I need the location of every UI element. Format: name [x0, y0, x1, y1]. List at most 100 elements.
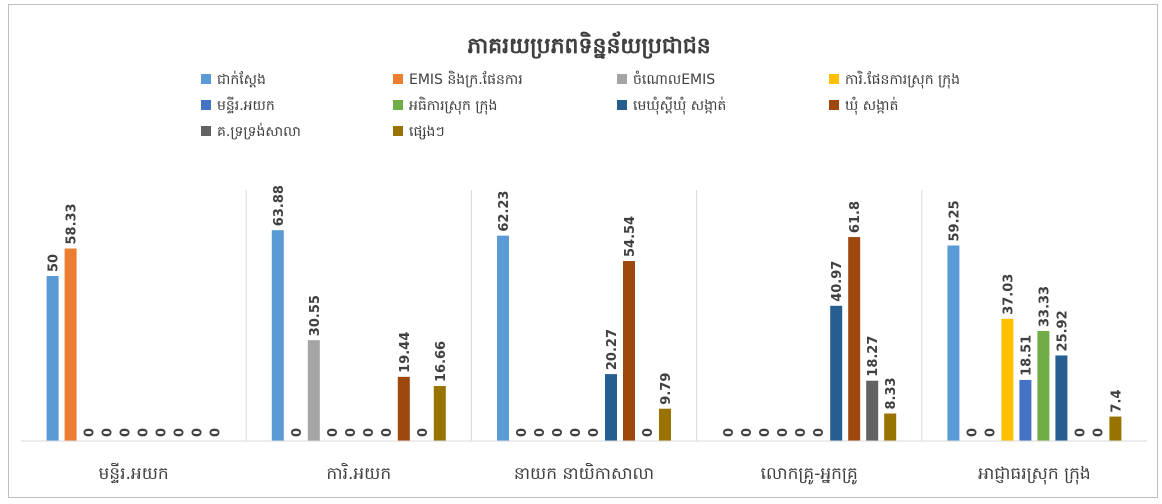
legend-label: មេឃុំស្តីឃុំ សង្កាត់ [633, 96, 726, 115]
data-label: 0 [740, 428, 755, 437]
bar [1109, 416, 1122, 441]
legend-swatch [617, 74, 627, 84]
data-label: 7.4 [1109, 390, 1124, 413]
data-label: 18.51 [1019, 335, 1034, 376]
chart-title: ភាគរយប្រភពទិន្នន័យប្រជាជន [467, 31, 711, 59]
data-label: 0 [173, 428, 188, 437]
chart-frame: ភាគរយប្រភពទិន្នន័យប្រជាជន ជាក់ស្តែង EMIS … [8, 4, 1158, 498]
bar [848, 237, 861, 441]
data-label: 19.44 [398, 332, 413, 373]
data-label: 0 [1091, 428, 1106, 437]
legend-label: ឃុំ សង្កាត់ [845, 96, 898, 115]
data-label: 50 [47, 254, 62, 272]
data-label: 9.79 [659, 373, 674, 405]
legend-swatch [617, 100, 627, 110]
data-label: 59.25 [947, 200, 962, 241]
bar [659, 408, 671, 441]
category-label: អាជ្ញាធរស្រុក ក្រុង [978, 464, 1091, 485]
bar [623, 261, 635, 441]
data-label: 18.27 [866, 336, 881, 377]
legend: ជាក់ស្តែង EMIS និងក្រ.ផែនការ ចំណោលEMIS ការិ… [201, 70, 960, 140]
data-label: 0 [191, 428, 206, 437]
bar [271, 230, 284, 441]
category-labels: មន្ទីរ.អយក ការិ.អយក នាយក នាយិកាសាលា លោកគ្រូ… [99, 462, 1091, 485]
bar [830, 305, 843, 441]
data-label: 0 [209, 428, 224, 437]
data-label: 0 [1073, 428, 1088, 437]
data-label: 0 [362, 428, 377, 437]
data-label: 33.33 [1037, 286, 1052, 327]
legend-label: អធិការស្រុក ក្រុង [409, 96, 497, 115]
bar [1019, 379, 1032, 441]
data-label: 0 [641, 428, 656, 437]
legend-swatch [201, 74, 211, 84]
data-label: 0 [812, 428, 827, 437]
data-label: 0 [758, 428, 773, 437]
data-label: 16.66 [434, 341, 449, 382]
legend-label: ចំណោលEMIS [633, 70, 715, 88]
data-label: 0 [794, 428, 809, 437]
bar [433, 386, 446, 441]
data-label: 0 [569, 428, 584, 437]
bar [1055, 355, 1068, 441]
legend-label: ជាក់ស្តែង [217, 70, 266, 88]
data-label: 0 [551, 428, 566, 437]
bar [307, 340, 320, 441]
bar [1001, 318, 1014, 441]
bar [884, 413, 897, 441]
legend-swatch [201, 100, 211, 110]
legend-swatch [393, 126, 403, 136]
data-label: 0 [137, 428, 152, 437]
legend-swatch [829, 100, 839, 110]
bar [397, 376, 410, 441]
legend-swatch [829, 74, 839, 84]
bar [46, 276, 59, 441]
bar [64, 248, 77, 441]
legend-label: EMIS និងក្រ.ផែនការ [409, 70, 523, 88]
data-label: 0 [290, 428, 305, 437]
bar [1037, 331, 1050, 441]
data-label: 30.55 [308, 295, 323, 336]
data-label: 0 [776, 428, 791, 437]
legend-label: ផ្សេងៗ [409, 124, 445, 140]
data-label: 0 [416, 428, 431, 437]
data-label: 54.54 [623, 216, 638, 257]
data-label: 0 [533, 428, 548, 437]
data-label: 25.92 [1055, 310, 1070, 351]
category-separators [245, 190, 923, 441]
bar-chart: ភាគរយប្រភពទិន្នន័យប្រជាជន ជាក់ស្តែង EMIS … [21, 31, 1147, 485]
bar [947, 245, 960, 441]
data-label: 61.8 [848, 201, 863, 233]
data-label: 0 [983, 428, 998, 437]
category-label: លោកគ្រូ-អ្នកគ្រូ [761, 464, 858, 485]
data-label: 0 [119, 428, 134, 437]
category-label: នាយក នាយិកាសាលា [514, 462, 654, 484]
data-label: 0 [515, 428, 530, 437]
data-label: 0 [344, 428, 359, 437]
data-label: 0 [326, 428, 341, 437]
legend-label: មន្ទីរ.អយក [217, 96, 275, 114]
category-label: ការិ.អយក [326, 462, 391, 484]
data-label: 0 [155, 428, 170, 437]
data-label: 8.33 [884, 377, 899, 409]
data-label: 0 [83, 428, 98, 437]
data-label: 58.33 [65, 203, 80, 244]
data-label: 37.03 [1001, 274, 1016, 315]
data-label: 0 [101, 428, 116, 437]
data-label: 0 [965, 428, 980, 437]
legend-swatch [201, 126, 211, 136]
bar [866, 380, 879, 441]
data-label: 0 [587, 428, 602, 437]
data-label: 62.23 [497, 191, 512, 232]
legend-label: ការិ.ផែនការស្រុក ក្រុង [845, 70, 960, 89]
data-label: 20.27 [605, 329, 620, 370]
data-label: 0 [380, 428, 395, 437]
bars [46, 230, 1122, 441]
data-label: 40.97 [830, 261, 845, 302]
legend-swatch [393, 74, 403, 84]
bar [605, 374, 617, 441]
legend-label: គ.ទ្រទ្រង់សាលា [217, 122, 301, 140]
category-label: មន្ទីរ.អយក [99, 462, 169, 484]
legend-swatch [393, 100, 403, 110]
